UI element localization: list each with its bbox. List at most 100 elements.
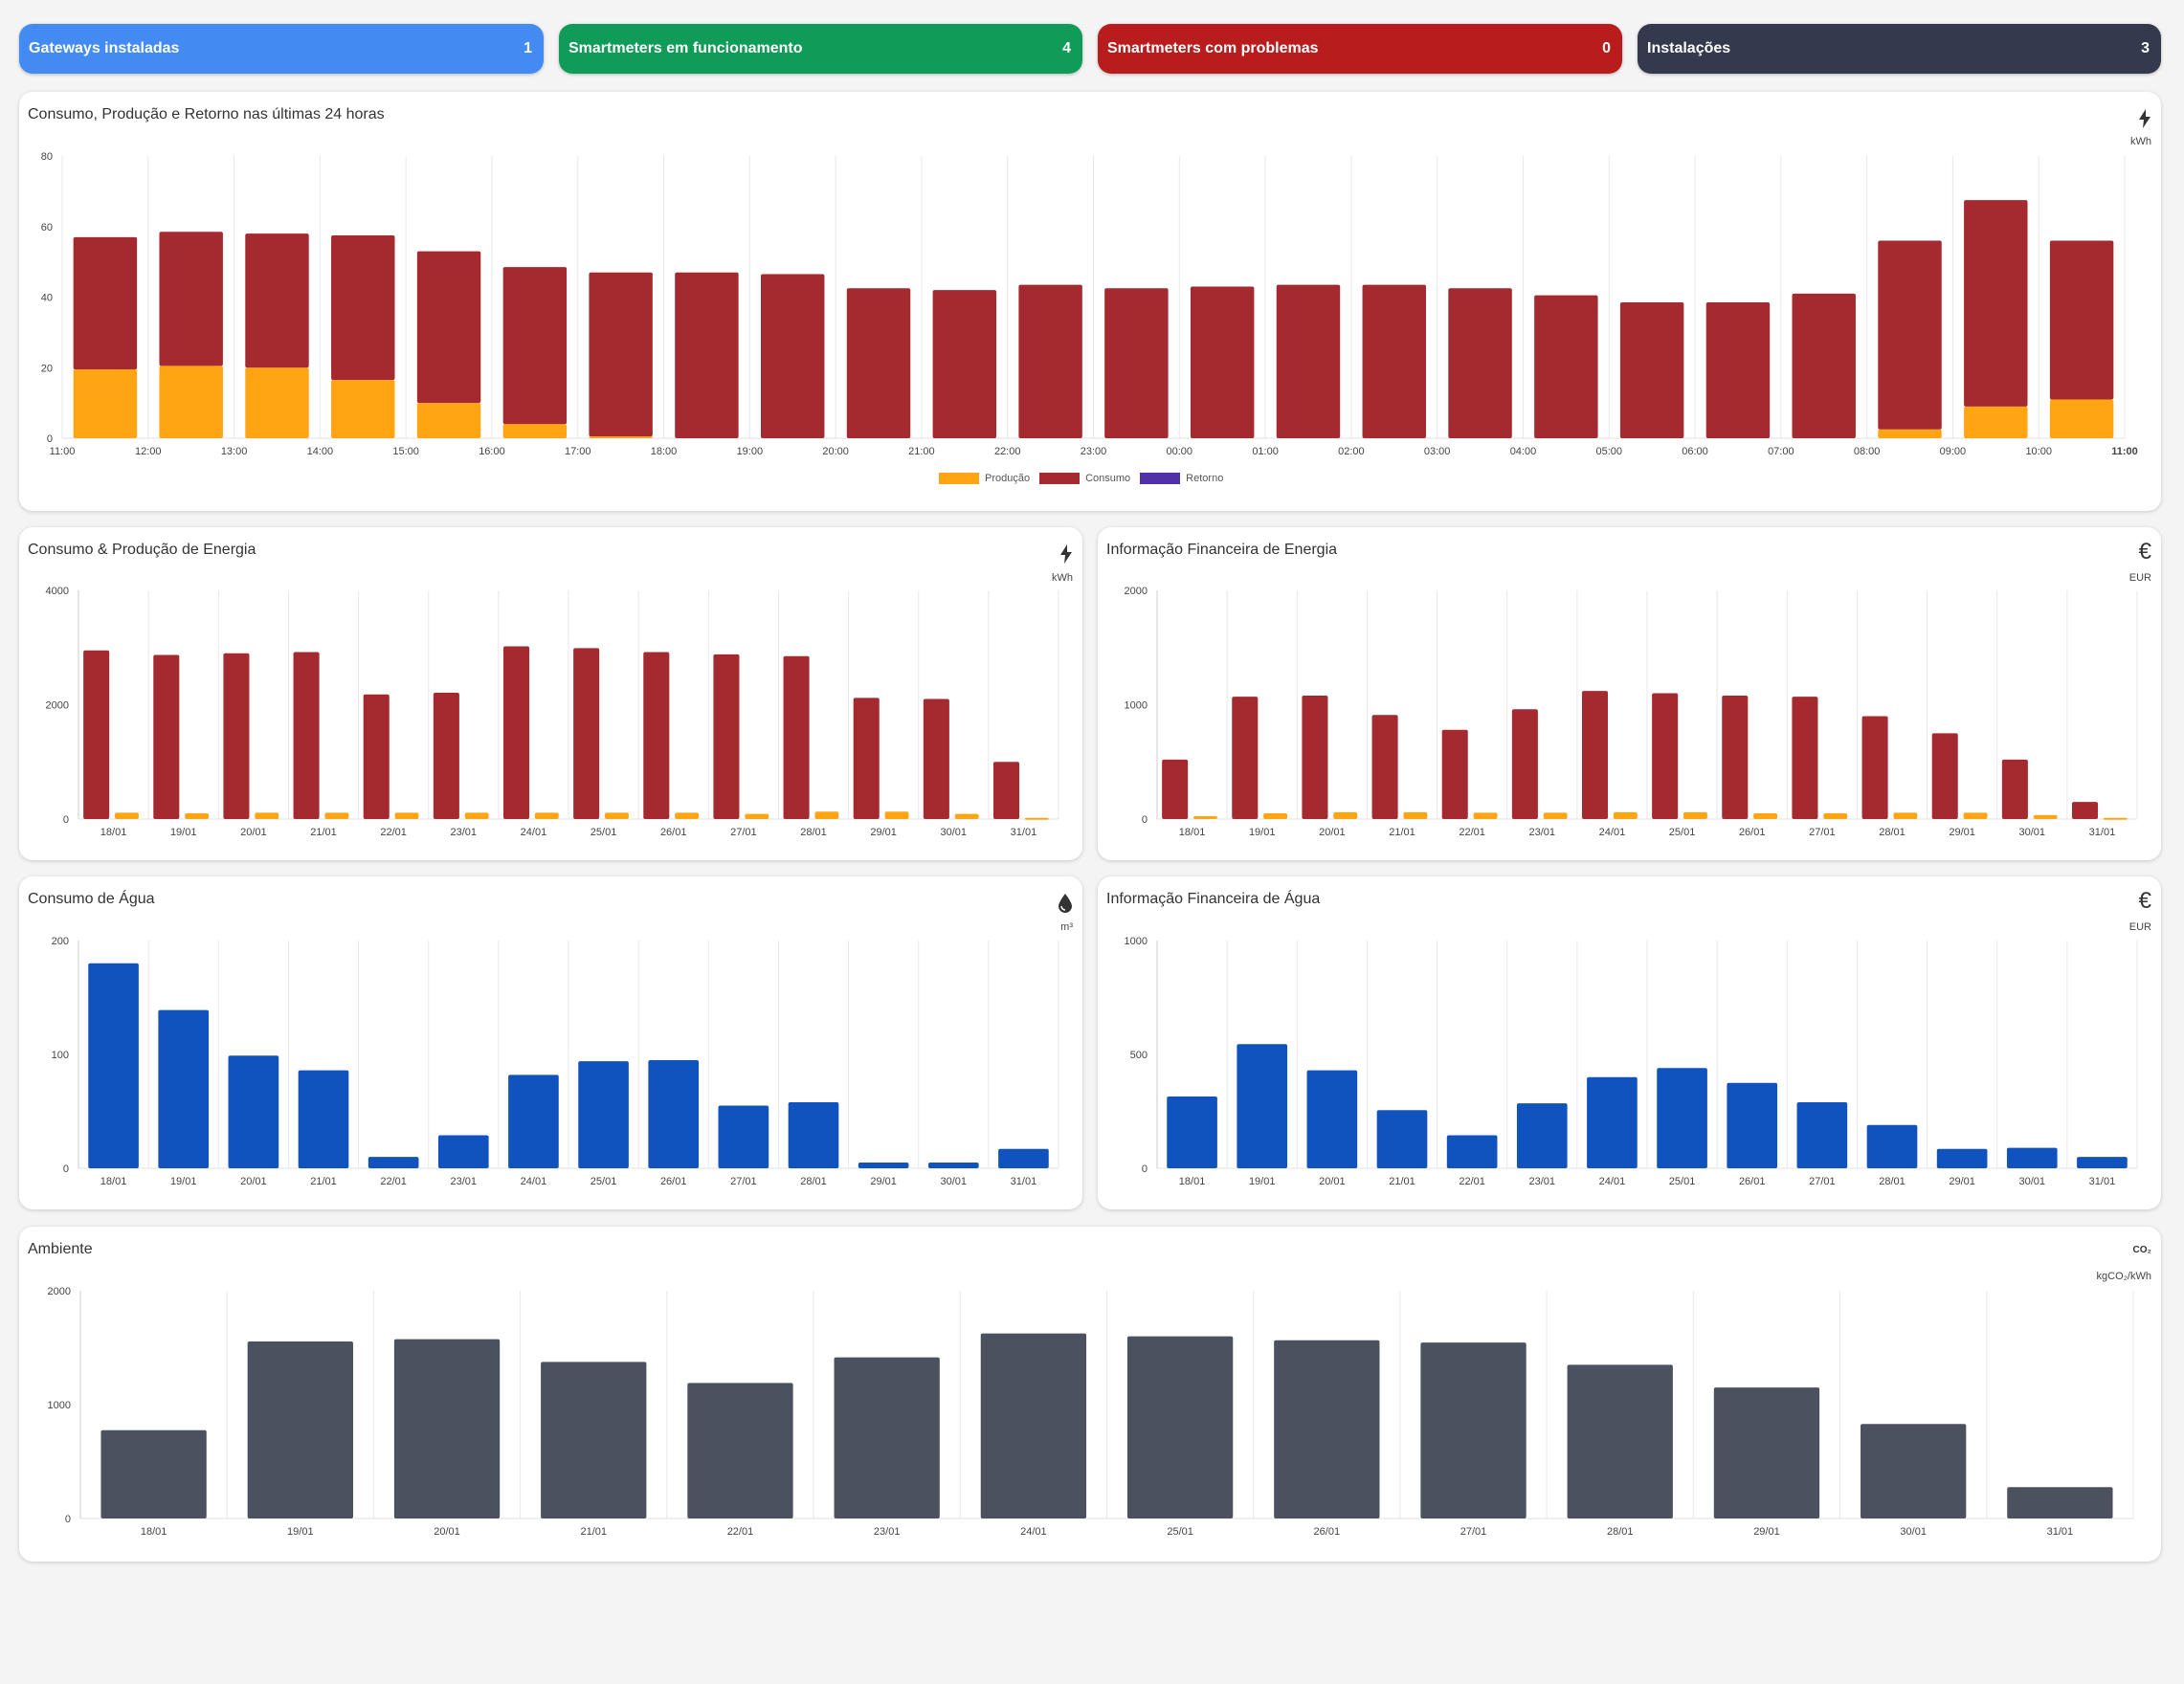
- lightning-icon: [2138, 109, 2151, 132]
- x-tick-label: 28/01: [1879, 1176, 1905, 1187]
- x-tick-label: 22/01: [380, 1176, 407, 1187]
- x-tick-label: 31/01: [2047, 1526, 2074, 1538]
- bar: [508, 1075, 559, 1168]
- water-chart: 0 100 200 18/01 19/01 20/01 21/01 22/01 23/01 24/…: [52, 936, 1059, 1187]
- x-tick-label: 25/01: [1167, 1526, 1193, 1538]
- legend-item-producao[interactable]: Produção: [939, 473, 1030, 484]
- x-tick-label: 29/01: [1753, 1526, 1780, 1538]
- bar: [687, 1383, 793, 1518]
- x-tick-label: 30/01: [941, 1176, 968, 1187]
- bar: [675, 812, 700, 819]
- x-tick-label: 09:00: [1940, 446, 1967, 457]
- x-tick-label: 31/01: [2089, 1176, 2116, 1187]
- y-tick-label: 200: [52, 936, 69, 947]
- bar: [1371, 715, 1398, 819]
- y-tick-label: 80: [41, 151, 53, 163]
- x-tick-label: 11:00: [2111, 446, 2138, 457]
- x-tick-label: 21/01: [1389, 1176, 1415, 1187]
- bar: [1362, 284, 1426, 438]
- x-tick-label: 27/01: [1460, 1526, 1487, 1538]
- bar: [433, 692, 459, 819]
- x-tick-label: 28/01: [1879, 827, 1905, 838]
- x-tick-label: 23/01: [451, 827, 478, 838]
- y-tick-label: 0: [63, 814, 69, 826]
- x-tick-label: 24/01: [1020, 1526, 1047, 1538]
- energy-financial-chart: 0 1000 2000 18/01 19/01 20/01 21/01 22/01 23/01 2…: [1125, 586, 2138, 838]
- water-financial-card: Informação Financeira de Água € EUR 0 500…: [1098, 876, 2161, 1209]
- stat-installations[interactable]: Instalações 3: [1638, 24, 2161, 74]
- legend-label: Produção: [985, 473, 1031, 484]
- bar: [605, 812, 629, 819]
- bar: [1893, 812, 1918, 819]
- stat-gateways[interactable]: Gateways instaladas 1: [19, 24, 544, 74]
- y-tick-label: 2000: [48, 1286, 71, 1297]
- bar: [1936, 1148, 1988, 1168]
- x-tick-label: 20:00: [822, 446, 849, 457]
- bar: [1713, 1387, 1820, 1518]
- bar: [1753, 813, 1778, 819]
- bar: [1333, 811, 1358, 819]
- bar: [853, 698, 880, 819]
- x-tick-label: 25/01: [591, 827, 617, 838]
- y-tick-label: 1000: [1125, 936, 1148, 947]
- bar: [573, 648, 600, 819]
- bar: [589, 436, 653, 438]
- x-tick-label: 25/01: [1669, 1176, 1696, 1187]
- card-title: Consumo, Produção e Retorno nas últimas …: [28, 106, 385, 122]
- bar: [1792, 293, 1856, 438]
- bar: [998, 1148, 1049, 1168]
- energy-chart-card: Consumo & Produção de Energia kWh 0 2000 4…: [19, 527, 1082, 860]
- x-tick-label: 20/01: [1319, 1176, 1346, 1187]
- bar: [534, 812, 559, 819]
- x-tick-label: 30/01: [2019, 827, 2046, 838]
- legend-item-consumo[interactable]: Consumo: [1039, 473, 1130, 484]
- x-tick-label: 07:00: [1768, 446, 1794, 457]
- bar: [718, 1105, 769, 1168]
- legend-swatch: [1039, 473, 1081, 484]
- bar: [1657, 1068, 1707, 1168]
- x-tick-label: 21:00: [908, 446, 935, 457]
- stat-smartmeters-problems[interactable]: Smartmeters com problemas 0: [1098, 24, 1622, 74]
- y-tick-label: 0: [1142, 1163, 1148, 1175]
- bar: [2077, 1157, 2128, 1168]
- co2-icon: CO₂: [2132, 1245, 2151, 1255]
- x-tick-label: 18/01: [100, 827, 127, 838]
- bar: [1441, 729, 1468, 819]
- y-tick-label: 100: [52, 1050, 69, 1061]
- water-chart-card: Consumo de Água m³ 0 100 200 18/01 19/01 20/0…: [19, 876, 1082, 1209]
- x-tick-label: 26/01: [1739, 827, 1766, 838]
- legend-item-retorno[interactable]: Retorno: [1140, 473, 1223, 484]
- card-unit: kWh: [2130, 136, 2151, 147]
- y-tick-label: 2000: [46, 700, 69, 712]
- bar: [1190, 286, 1255, 438]
- x-tick-label: 04:00: [1510, 446, 1537, 457]
- stat-smartmeters-working[interactable]: Smartmeters em funcionamento 4: [559, 24, 1082, 74]
- x-tick-label: 11:00: [50, 446, 76, 457]
- x-tick-label: 19/01: [287, 1526, 314, 1538]
- y-tick-label: 60: [41, 222, 53, 233]
- bar: [713, 654, 740, 819]
- bar: [363, 694, 390, 819]
- bar: [185, 813, 210, 819]
- bar: [1167, 1097, 1217, 1168]
- x-tick-label: 23/01: [1529, 1176, 1556, 1187]
- bar: [394, 812, 419, 819]
- x-tick-label: 26/01: [660, 1176, 687, 1187]
- bar: [1613, 811, 1638, 819]
- bar: [1543, 812, 1568, 819]
- x-tick-label: 12:00: [135, 446, 162, 457]
- stat-value: 0: [1602, 40, 1611, 56]
- water-drop-icon: [1058, 894, 1073, 917]
- bar: [393, 1339, 501, 1518]
- bar: [884, 811, 909, 819]
- x-tick-label: 27/01: [730, 1176, 757, 1187]
- stat-label: Smartmeters com problemas: [1107, 40, 1319, 56]
- x-tick-label: 17:00: [565, 446, 591, 457]
- bar: [1619, 302, 1684, 438]
- legend-label: Retorno: [1186, 473, 1224, 484]
- bar: [814, 811, 839, 819]
- x-tick-label: 13:00: [221, 446, 248, 457]
- x-tick-label: 31/01: [2089, 827, 2116, 838]
- bar: [927, 1163, 979, 1168]
- bar: [745, 813, 769, 819]
